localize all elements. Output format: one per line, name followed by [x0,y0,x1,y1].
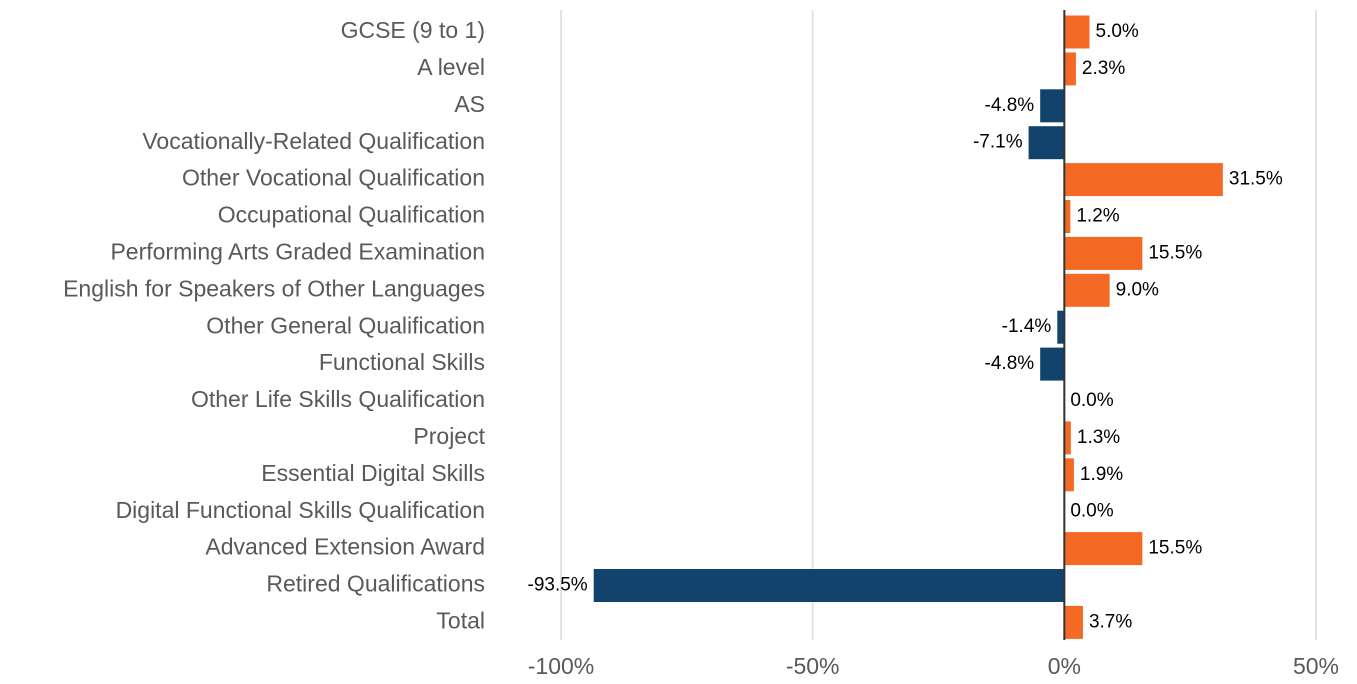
value-label: 0.0% [1070,390,1113,411]
y-tick-label: Other Vocational Qualification [182,165,485,191]
value-label: 2.3% [1082,58,1125,79]
value-label: 1.3% [1077,427,1120,448]
value-label: 1.2% [1076,206,1119,227]
y-tick-label: Vocationally-Related Qualification [142,128,485,154]
value-label: 9.0% [1116,279,1159,300]
y-tick-label: Digital Functional Skills Qualification [116,497,485,523]
value-label: -4.8% [985,95,1035,116]
x-tick-label: 0% [1048,653,1081,679]
y-tick-label: Other General Qualification [206,312,485,338]
value-label: 15.5% [1148,242,1202,263]
y-tick-label: Advanced Extension Award [205,534,485,560]
value-label: 15.5% [1148,538,1202,559]
bar [1064,163,1223,197]
y-tick-label: Other Life Skills Qualification [191,386,485,412]
y-tick-label: Functional Skills [319,349,485,375]
bar [1057,310,1065,344]
y-tick-label: English for Speakers of Other Languages [63,275,485,301]
value-label: -93.5% [528,575,588,596]
y-tick-label: Performing Arts Graded Examination [110,238,485,264]
y-tick-label: Retired Qualifications [266,571,485,597]
bar [1064,236,1143,270]
value-label: 3.7% [1089,611,1132,632]
y-tick-label: Essential Digital Skills [261,460,485,486]
y-tick-label: GCSE (9 to 1) [341,17,485,43]
value-label: 1.9% [1080,464,1123,485]
bar [1064,458,1074,492]
value-label: -4.8% [985,353,1035,374]
bar [1064,15,1090,49]
bar [1064,52,1076,86]
value-label: 0.0% [1070,501,1113,522]
y-tick-label: Total [436,607,485,633]
value-label: -1.4% [1002,316,1052,337]
bar [1064,605,1083,639]
bar [1028,126,1065,160]
y-tick-label: Occupational Qualification [218,202,485,228]
bar [1064,421,1071,455]
y-tick-label: AS [454,91,485,117]
y-tick-label: A level [417,54,485,80]
x-tick-label: -50% [786,653,840,679]
bar [1040,89,1065,123]
x-tick-label: -100% [528,653,594,679]
bar [1064,532,1143,566]
bar [1064,273,1110,307]
bar [1064,200,1071,233]
y-tick-label: Project [413,423,485,449]
bar [593,569,1065,602]
value-label: -7.1% [973,132,1023,153]
bar [1040,347,1065,381]
value-label: 5.0% [1096,21,1139,42]
x-tick-label: 50% [1293,653,1339,679]
value-label: 31.5% [1229,169,1283,190]
